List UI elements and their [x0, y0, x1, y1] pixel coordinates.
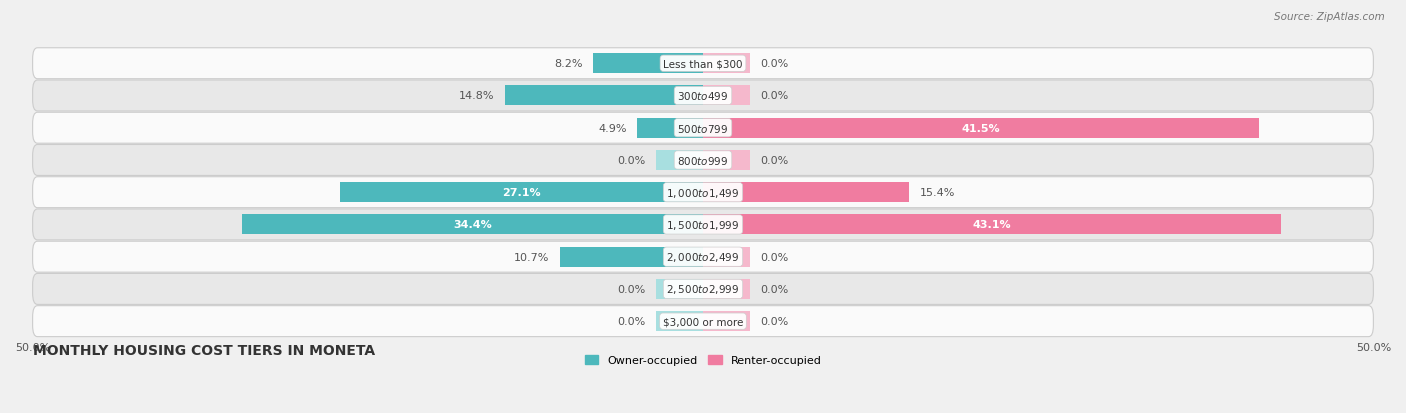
Text: 0.0%: 0.0% — [761, 91, 789, 101]
FancyBboxPatch shape — [32, 81, 1374, 112]
Text: 0.0%: 0.0% — [617, 316, 645, 326]
Text: 14.8%: 14.8% — [458, 91, 494, 101]
FancyBboxPatch shape — [32, 209, 1374, 240]
Bar — [657, 311, 703, 331]
Text: 41.5%: 41.5% — [962, 123, 1001, 133]
Text: 0.0%: 0.0% — [617, 284, 645, 294]
Text: $300 to $499: $300 to $499 — [678, 90, 728, 102]
FancyBboxPatch shape — [32, 49, 1374, 80]
FancyBboxPatch shape — [32, 177, 1374, 208]
Bar — [560, 247, 703, 267]
Text: Source: ZipAtlas.com: Source: ZipAtlas.com — [1274, 12, 1385, 22]
Bar — [703, 215, 1281, 235]
Text: 27.1%: 27.1% — [502, 188, 541, 198]
FancyBboxPatch shape — [32, 274, 1374, 305]
Text: 43.1%: 43.1% — [973, 220, 1011, 230]
Bar — [593, 54, 703, 74]
Text: $500 to $799: $500 to $799 — [678, 122, 728, 134]
Bar — [703, 311, 749, 331]
FancyBboxPatch shape — [32, 306, 1374, 337]
Bar — [703, 54, 749, 74]
Text: MONTHLY HOUSING COST TIERS IN MONETA: MONTHLY HOUSING COST TIERS IN MONETA — [32, 343, 375, 357]
Text: $3,000 or more: $3,000 or more — [662, 316, 744, 326]
FancyBboxPatch shape — [32, 113, 1374, 144]
Text: 0.0%: 0.0% — [761, 156, 789, 166]
Text: 0.0%: 0.0% — [761, 59, 789, 69]
Text: 0.0%: 0.0% — [761, 316, 789, 326]
Bar — [703, 183, 910, 203]
Text: 15.4%: 15.4% — [920, 188, 956, 198]
Bar — [637, 119, 703, 138]
Text: $800 to $999: $800 to $999 — [678, 154, 728, 166]
Text: 0.0%: 0.0% — [617, 156, 645, 166]
Text: $2,500 to $2,999: $2,500 to $2,999 — [666, 283, 740, 296]
Bar — [505, 86, 703, 106]
Text: $1,000 to $1,499: $1,000 to $1,499 — [666, 186, 740, 199]
Bar — [703, 119, 1260, 138]
FancyBboxPatch shape — [32, 145, 1374, 176]
Text: $1,500 to $1,999: $1,500 to $1,999 — [666, 218, 740, 231]
FancyBboxPatch shape — [32, 242, 1374, 273]
Text: 0.0%: 0.0% — [761, 252, 789, 262]
Bar — [703, 279, 749, 299]
Bar — [340, 183, 703, 203]
Text: 4.9%: 4.9% — [598, 123, 627, 133]
Text: $2,000 to $2,499: $2,000 to $2,499 — [666, 251, 740, 263]
Bar — [657, 151, 703, 171]
Bar — [242, 215, 703, 235]
Bar — [703, 247, 749, 267]
Text: 10.7%: 10.7% — [513, 252, 548, 262]
Bar — [703, 86, 749, 106]
Text: 0.0%: 0.0% — [761, 284, 789, 294]
Bar — [703, 151, 749, 171]
Text: 34.4%: 34.4% — [453, 220, 492, 230]
Text: Less than $300: Less than $300 — [664, 59, 742, 69]
Legend: Owner-occupied, Renter-occupied: Owner-occupied, Renter-occupied — [581, 350, 825, 370]
Text: 8.2%: 8.2% — [554, 59, 582, 69]
Bar — [657, 279, 703, 299]
